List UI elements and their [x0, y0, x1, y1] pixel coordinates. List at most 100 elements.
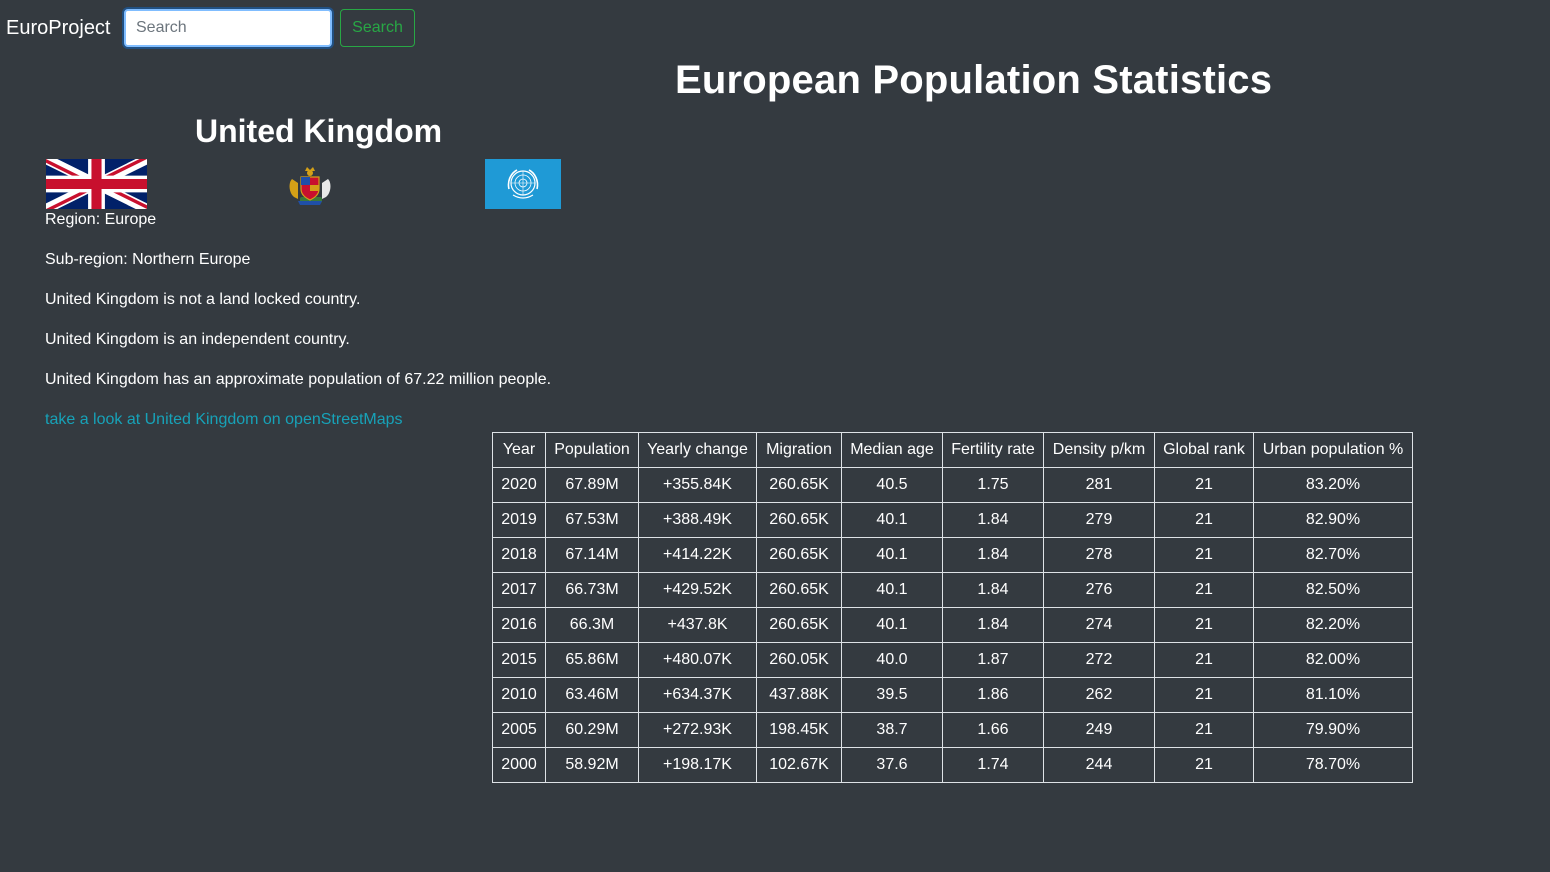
table-cell: 2010 [492, 677, 546, 713]
table-cell: 63.46M [545, 677, 639, 713]
table-cell: 281 [1043, 467, 1155, 503]
table-cell: 21 [1154, 572, 1254, 608]
table-cell: 1.66 [942, 712, 1044, 748]
table-cell: 1.87 [942, 642, 1044, 678]
table-cell: 67.14M [545, 537, 639, 573]
table-cell: 82.70% [1253, 537, 1413, 573]
table-cell: 249 [1043, 712, 1155, 748]
table-cell: 260.65K [756, 537, 842, 573]
table-cell: 2015 [492, 642, 546, 678]
table-cell: 40.1 [841, 572, 943, 608]
table-cell: 79.90% [1253, 712, 1413, 748]
column-header: Year [492, 432, 546, 468]
table-cell: 82.90% [1253, 502, 1413, 538]
table-cell: 40.1 [841, 502, 943, 538]
table-cell: +198.17K [638, 747, 757, 783]
table-header-row: Year Population Yearly change Migration Medi… [492, 432, 1413, 468]
table-cell: 66.73M [545, 572, 639, 608]
column-header: Migration [756, 432, 842, 468]
table-cell: 21 [1154, 502, 1254, 538]
table-cell: 260.05K [756, 642, 842, 678]
table-cell: 1.74 [942, 747, 1044, 783]
table-cell: 21 [1154, 642, 1254, 678]
table-cell: +634.37K [638, 677, 757, 713]
table-cell: 40.1 [841, 537, 943, 573]
table-cell: 21 [1154, 537, 1254, 573]
table-cell: 21 [1154, 607, 1254, 643]
page-title: European Population Statistics [675, 58, 1273, 102]
uk-flag-icon [46, 159, 147, 209]
brand-logo[interactable]: EuroProject [6, 17, 111, 39]
table-cell: 37.6 [841, 747, 943, 783]
landlocked-text: United Kingdom is not a land locked coun… [45, 291, 361, 308]
un-flag-icon [485, 159, 561, 209]
table-cell: 260.65K [756, 467, 842, 503]
column-header: Density p/km [1043, 432, 1155, 468]
table-cell: 82.50% [1253, 572, 1413, 608]
table-cell: 102.67K [756, 747, 842, 783]
table-cell: 66.3M [545, 607, 639, 643]
country-name: United Kingdom [195, 113, 443, 149]
table-row: 2019 67.53M +388.49K 260.65K 40.1 1.84 279 21 82… [492, 502, 1413, 538]
table-cell: 1.84 [942, 572, 1044, 608]
table-cell: 82.20% [1253, 607, 1413, 643]
table-cell: 278 [1043, 537, 1155, 573]
table-cell: 58.92M [545, 747, 639, 783]
openstreetmap-link[interactable]: take a look at United Kingdom on openStr… [45, 411, 403, 428]
column-header: Median age [841, 432, 943, 468]
table-cell: 40.5 [841, 467, 943, 503]
table-cell: 1.84 [942, 502, 1044, 538]
table-cell: 2017 [492, 572, 546, 608]
table-cell: 262 [1043, 677, 1155, 713]
table-cell: 2019 [492, 502, 546, 538]
table-cell: +272.93K [638, 712, 757, 748]
search-button[interactable]: Search [340, 9, 415, 47]
table-cell: 39.5 [841, 677, 943, 713]
table-cell: 2016 [492, 607, 546, 643]
table-cell: 279 [1043, 502, 1155, 538]
search-input[interactable] [124, 9, 332, 47]
table-cell: 2005 [492, 712, 546, 748]
table-cell: 1.84 [942, 607, 1044, 643]
table-cell: 274 [1043, 607, 1155, 643]
table-cell: 1.75 [942, 467, 1044, 503]
table-cell: 2020 [492, 467, 546, 503]
column-header: Fertility rate [942, 432, 1044, 468]
table-cell: 276 [1043, 572, 1155, 608]
column-header: Population [545, 432, 639, 468]
table-cell: +355.84K [638, 467, 757, 503]
table-cell: 60.29M [545, 712, 639, 748]
table-cell: 67.53M [545, 502, 639, 538]
table-cell: 2018 [492, 537, 546, 573]
table-cell: +429.52K [638, 572, 757, 608]
table-row: 2020 67.89M +355.84K 260.65K 40.5 1.75 281 21 83… [492, 467, 1413, 503]
table-cell: 21 [1154, 712, 1254, 748]
table-cell: 260.65K [756, 502, 842, 538]
table-cell: +480.07K [638, 642, 757, 678]
table-cell: 38.7 [841, 712, 943, 748]
table-row: 2016 66.3M +437.8K 260.65K 40.1 1.84 274 21 82.2… [492, 607, 1413, 643]
table-cell: 1.86 [942, 677, 1044, 713]
column-header: Urban population % [1253, 432, 1413, 468]
column-header: Global rank [1154, 432, 1254, 468]
table-cell: 83.20% [1253, 467, 1413, 503]
table-row: 2005 60.29M +272.93K 198.45K 38.7 1.66 249 21 79… [492, 712, 1413, 748]
population-table: Year Population Yearly change Migration Medi… [492, 432, 1413, 783]
table-cell: 2000 [492, 747, 546, 783]
region-text: Region: Europe [45, 211, 157, 228]
table-row: 2015 65.86M +480.07K 260.05K 40.0 1.87 272 21 82… [492, 642, 1413, 678]
table-cell: +388.49K [638, 502, 757, 538]
table-cell: +414.22K [638, 537, 757, 573]
independent-text: United Kingdom is an independent country… [45, 331, 350, 348]
table-cell: 272 [1043, 642, 1155, 678]
subregion-text: Sub-region: Northern Europe [45, 251, 251, 268]
navbar: EuroProject Search [0, 0, 1550, 58]
table-cell: 198.45K [756, 712, 842, 748]
table-cell: 81.10% [1253, 677, 1413, 713]
table-row: 2000 58.92M +198.17K 102.67K 37.6 1.74 244 21 78… [492, 747, 1413, 783]
column-header: Yearly change [638, 432, 757, 468]
table-cell: 65.86M [545, 642, 639, 678]
table-cell: 40.1 [841, 607, 943, 643]
table-cell: 78.70% [1253, 747, 1413, 783]
coat-of-arms-icon [289, 167, 331, 205]
